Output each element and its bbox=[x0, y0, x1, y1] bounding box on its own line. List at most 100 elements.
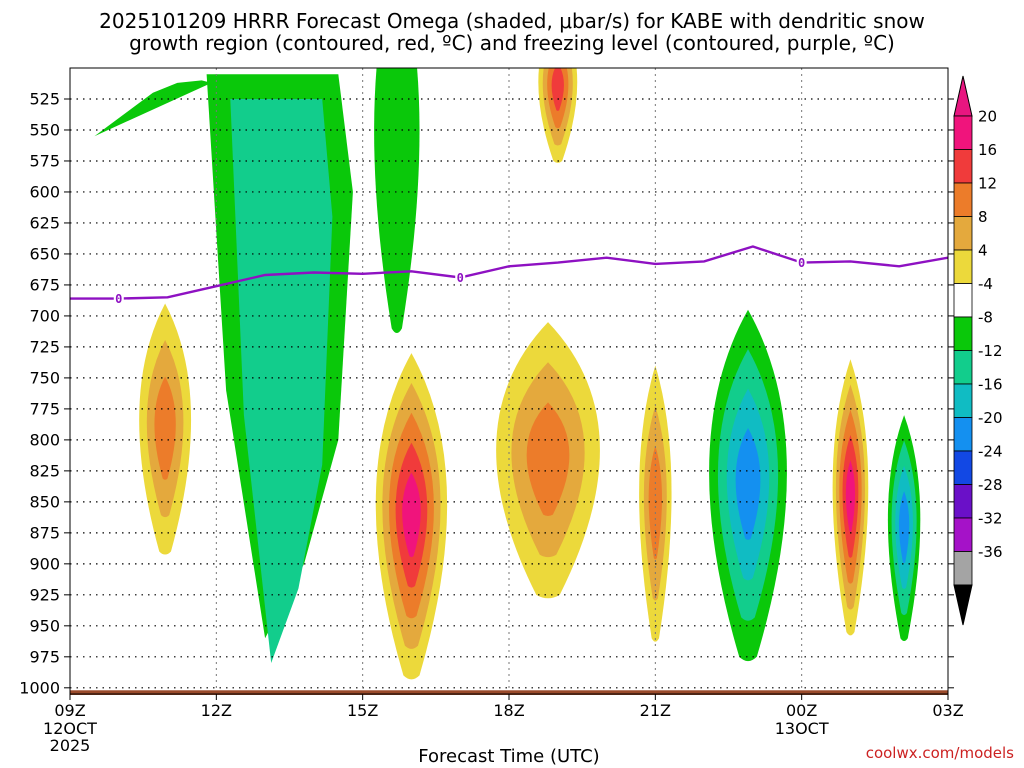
y-tick-label-600: 600 bbox=[29, 182, 60, 201]
x-tick-label-12Z: 12Z bbox=[201, 701, 232, 720]
colorbar-label--20: -20 bbox=[978, 409, 1003, 427]
omega-fill-sink-21z-14 bbox=[648, 445, 663, 560]
colorbar-bin--12--8 bbox=[953, 350, 973, 385]
x-tick-sublabel-09Z-0: 12OCT bbox=[43, 719, 97, 738]
omega-feature-sink-16z bbox=[375, 353, 448, 680]
omega-fill-upper-green-16z--6 bbox=[374, 68, 420, 333]
colorbar-bottom-arrow bbox=[953, 584, 973, 626]
colorbar-label--24: -24 bbox=[978, 443, 1003, 461]
colorbar-bin-20-24 bbox=[953, 115, 973, 150]
x-tick-label-00Z: 00Z bbox=[786, 701, 817, 720]
colorbar-label--8: -8 bbox=[978, 309, 993, 327]
omega-feature-sink-10z bbox=[139, 303, 192, 555]
colorbar-label-16: 16 bbox=[978, 141, 997, 159]
omega-feature-rise-12z-15z bbox=[206, 74, 353, 663]
y-tick-label-725: 725 bbox=[29, 337, 60, 356]
y-tick-label-700: 700 bbox=[29, 306, 60, 325]
colorbar-bin-8-12 bbox=[953, 216, 973, 251]
colorbar-label-8: 8 bbox=[978, 208, 988, 226]
colorbar-bin-4-8 bbox=[953, 249, 973, 284]
colorbar-bin--16--12 bbox=[953, 383, 973, 418]
colorbar-bin--4-4 bbox=[953, 283, 973, 318]
colorbar-label--28: -28 bbox=[978, 476, 1003, 494]
y-tick-label-650: 650 bbox=[29, 244, 60, 263]
ground-fill bbox=[70, 690, 948, 695]
colorbar-label--32: -32 bbox=[978, 510, 1003, 528]
y-tick-label-925: 925 bbox=[29, 585, 60, 604]
y-tick-label-750: 750 bbox=[29, 368, 60, 387]
colorbar-label--36: -36 bbox=[978, 543, 1003, 561]
y-tick-label-850: 850 bbox=[29, 492, 60, 511]
freezing-label-15: 0 bbox=[798, 256, 805, 270]
colorbar-label-4: 4 bbox=[978, 242, 988, 260]
omega-fill-rise-09z--6 bbox=[94, 80, 212, 137]
colorbar-label--16: -16 bbox=[978, 376, 1003, 394]
omega-feature-sink-01z bbox=[832, 359, 869, 636]
colorbar-label-12: 12 bbox=[978, 175, 997, 193]
y-tick-label-875: 875 bbox=[29, 523, 60, 542]
credit-link[interactable]: coolwx.com/models bbox=[866, 744, 1014, 762]
freezing-label-bg-8 bbox=[455, 270, 466, 285]
x-tick-sublabel-00Z-0: 13OCT bbox=[775, 719, 829, 738]
omega-feature-rise-02z bbox=[887, 415, 921, 642]
freezing-level-contour: 0 0 0 bbox=[70, 245, 948, 306]
omega-fill-rise-12z-15z--10 bbox=[230, 99, 333, 663]
freezing-label-bg-15 bbox=[796, 255, 807, 270]
omega-feature-rise-23z bbox=[709, 309, 787, 662]
x-axis-label: Forecast Time (UTC) bbox=[418, 746, 599, 767]
x-tick-label-18Z: 18Z bbox=[493, 701, 524, 720]
omega-fill-rise-02z--18 bbox=[898, 491, 910, 564]
colorbar-bin--36--32 bbox=[953, 551, 973, 586]
y-axis-pressure: 525 550 575 600 625 650 675 700 725 750 775 800 825 8… bbox=[19, 89, 954, 697]
omega-fill-sink-19z-14 bbox=[526, 402, 570, 517]
colorbar-legend: 20 16 12 8 4 -4 -8 -12 -16 -20 -24 -28 -32 -36 bbox=[953, 75, 1003, 626]
y-tick-label-625: 625 bbox=[29, 213, 60, 232]
x-tick-label-03Z: 03Z bbox=[932, 701, 963, 720]
y-tick-label-675: 675 bbox=[29, 275, 60, 294]
omega-fill-sink-16z-22 bbox=[402, 472, 421, 558]
omega-feature-sink-21z bbox=[639, 365, 672, 642]
omega-fill-sink-upper-19z-18 bbox=[551, 68, 564, 111]
freezing-label-bg-1 bbox=[113, 291, 124, 306]
omega-fill-sink-01z-22 bbox=[845, 460, 856, 532]
y-tick-label-525: 525 bbox=[29, 89, 60, 108]
ground-strip bbox=[70, 690, 948, 695]
y-tick-label-825: 825 bbox=[29, 461, 60, 480]
colorbar-bin-12-16 bbox=[953, 182, 973, 217]
title-line-2: growth region (contoured, red, ºC) and f… bbox=[129, 31, 895, 55]
colorbar-bin--32--28 bbox=[953, 517, 973, 552]
y-tick-label-775: 775 bbox=[29, 399, 60, 418]
title-line-1: 2025101209 HRRR Forecast Omega (shaded, … bbox=[99, 9, 925, 33]
colorbar-label--4: -4 bbox=[978, 275, 993, 293]
colorbar-bin--8--4 bbox=[953, 316, 973, 351]
colorbar-bin--28--24 bbox=[953, 484, 973, 519]
chart-title: 2025101209 HRRR Forecast Omega (shaded, … bbox=[99, 9, 925, 55]
x-tick-label-15Z: 15Z bbox=[347, 701, 378, 720]
omega-fill-sink-10z-14 bbox=[154, 376, 176, 480]
freezing-label-8: 0 bbox=[457, 271, 464, 285]
freezing-label-1: 0 bbox=[115, 292, 122, 306]
omega-feature-rise-09z bbox=[94, 80, 212, 137]
omega-feature-sink-19z bbox=[496, 322, 600, 599]
x-tick-sublabel-09Z-1: 2025 bbox=[50, 736, 91, 755]
omega-shaded-field bbox=[94, 68, 921, 680]
x-tick-label-21Z: 21Z bbox=[640, 701, 671, 720]
colorbar-label--12: -12 bbox=[978, 342, 1003, 360]
omega-feature-upper-green-16z bbox=[374, 68, 420, 333]
colorbar-top-arrow bbox=[953, 75, 973, 117]
x-tick-label-09Z: 09Z bbox=[54, 701, 85, 720]
y-tick-label-575: 575 bbox=[29, 151, 60, 170]
y-tick-label-900: 900 bbox=[29, 554, 60, 573]
y-tick-label-950: 950 bbox=[29, 616, 60, 635]
colorbar-bin--20--16 bbox=[953, 417, 973, 452]
colorbar-label-20: 20 bbox=[978, 108, 997, 126]
y-tick-label-975: 975 bbox=[29, 647, 60, 666]
y-tick-label-800: 800 bbox=[29, 430, 60, 449]
omega-fill-rise-23z--18 bbox=[735, 428, 761, 540]
colorbar-bin-16-20 bbox=[953, 149, 973, 184]
colorbar-bin--24--20 bbox=[953, 450, 973, 485]
y-tick-label-1000: 1000 bbox=[19, 678, 60, 697]
y-tick-label-550: 550 bbox=[29, 120, 60, 139]
